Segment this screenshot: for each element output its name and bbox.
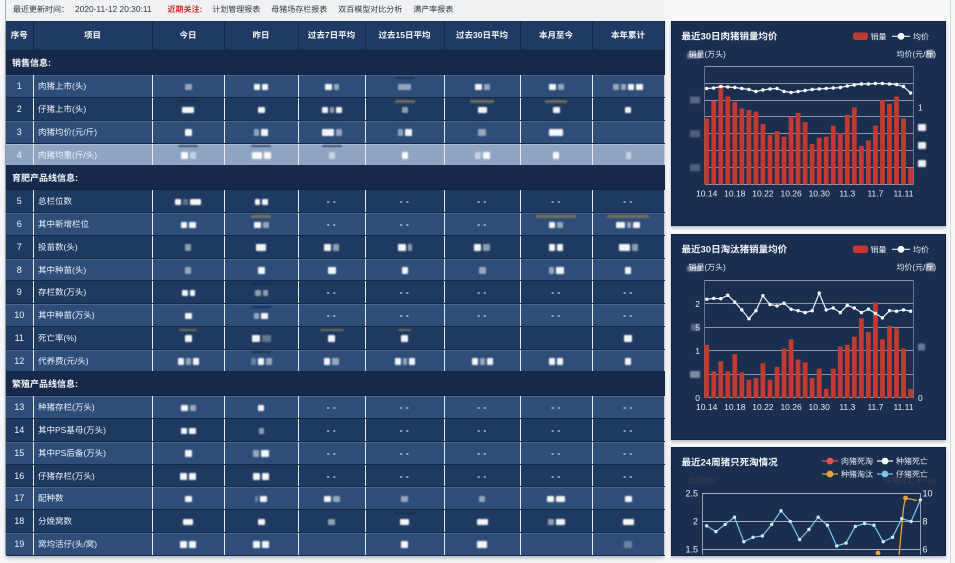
svg-text:1.5: 1.5: [685, 545, 698, 555]
svg-text:10.26: 10.26: [780, 188, 802, 198]
svg-text:10.18: 10.18: [724, 402, 746, 412]
svg-text:11.11: 11.11: [894, 188, 914, 198]
svg-text:10.22: 10.22: [752, 402, 774, 412]
svg-text:仔猪死亡: 仔猪死亡: [896, 470, 928, 479]
svg-text:11.3: 11.3: [839, 188, 855, 198]
svg-text:最近24周猪只死淘情况: 最近24周猪只死淘情况: [682, 457, 779, 469]
svg-text:2: 2: [695, 298, 700, 308]
svg-text:均价(元/斤): 均价(元/斤): [897, 49, 937, 58]
svg-text:比例(%): 比例(%): [688, 476, 717, 485]
svg-text:10.26: 10.26: [780, 402, 802, 412]
svg-text:2: 2: [693, 517, 698, 527]
svg-text:销量: 销量: [871, 245, 887, 254]
svg-text:种猪淘汰: 种猪淘汰: [841, 470, 873, 479]
svg-text:销量(万头): 销量(万头): [689, 49, 727, 58]
svg-text:均价(元/斤): 均价(元/斤): [896, 263, 936, 272]
svg-text:10.30: 10.30: [809, 188, 831, 198]
svg-text:10.14: 10.14: [696, 188, 718, 198]
svg-text:肉猪死淘: 肉猪死淘: [841, 457, 873, 466]
svg-text:1: 1: [695, 345, 700, 355]
svg-text:6: 6: [923, 545, 928, 555]
svg-text:销量(万头): 销量(万头): [689, 263, 727, 272]
svg-text:最近30日肉猪销量均价: 最近30日肉猪销量均价: [682, 30, 778, 42]
svg-text:2.5: 2.5: [685, 489, 698, 499]
svg-text:最近30日淘汰猪销量均价: 最近30日淘汰猪销量均价: [682, 243, 788, 255]
svg-text:种猪死亡: 种猪死亡: [896, 457, 928, 466]
svg-text:10: 10: [923, 489, 933, 499]
svg-text:11.3: 11.3: [839, 402, 855, 412]
svg-text:10.18: 10.18: [724, 188, 746, 198]
svg-text:均价: 均价: [913, 245, 929, 254]
svg-text:8: 8: [923, 517, 928, 527]
svg-text:10.14: 10.14: [696, 402, 718, 412]
svg-text:10.22: 10.22: [752, 188, 774, 198]
svg-text:仔猪死亡率(%): 仔猪死亡率(%): [884, 476, 937, 485]
svg-text:销量: 销量: [870, 32, 886, 41]
svg-text:0: 0: [695, 393, 700, 403]
svg-text:11.11: 11.11: [893, 402, 913, 412]
svg-text:11.7: 11.7: [867, 188, 883, 198]
svg-text:10.30: 10.30: [809, 402, 831, 412]
svg-text:0: 0: [918, 393, 923, 403]
svg-text:均价: 均价: [913, 32, 929, 41]
svg-text:11.7: 11.7: [867, 402, 883, 412]
svg-text:1: 1: [918, 102, 923, 112]
